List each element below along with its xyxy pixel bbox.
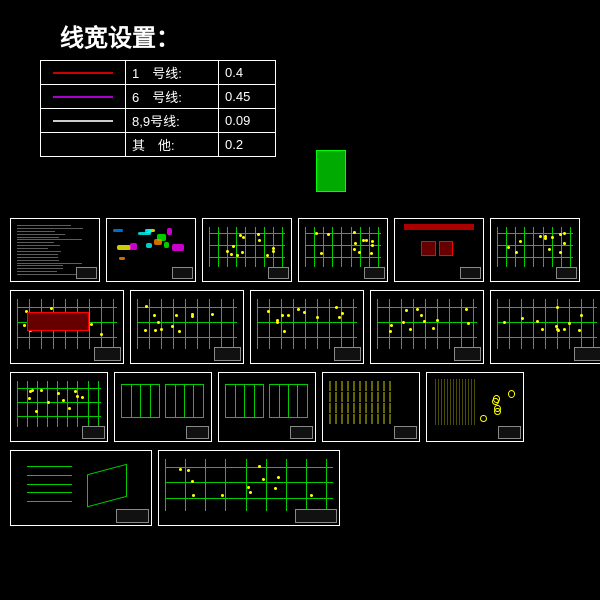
drawing-thumbnail[interactable] [218,372,316,442]
drawing-thumbnail[interactable] [106,218,196,282]
titleblock [186,426,209,439]
drawing-thumbnail[interactable] [10,372,108,442]
drawing-thumbnail[interactable] [10,450,152,526]
drawing-thumbnail[interactable] [394,218,484,282]
drawing-thumbnail[interactable] [202,218,292,282]
titleblock [295,509,337,523]
titleblock [334,347,361,361]
legend-line-sample [41,85,126,109]
drawing-thumbnails-grid [10,218,590,534]
titleblock [574,347,600,361]
drawing-thumbnail[interactable] [426,372,524,442]
titleblock [172,267,193,279]
legend-line-sample [41,109,126,133]
legend-line-label: 1 号线: [126,61,219,85]
titleblock [290,426,313,439]
titleblock [498,426,521,439]
layer-legend-panel [316,150,346,192]
legend-line-sample [41,61,126,85]
titleblock [76,267,97,279]
legend-line-value: 0.45 [219,85,276,109]
drawing-thumbnail[interactable] [10,218,100,282]
titleblock [454,347,481,361]
titleblock [116,509,149,523]
titleblock [556,267,577,279]
page-title: 线宽设置： [60,18,180,53]
drawing-thumbnail[interactable] [10,290,124,364]
legend-line-sample [41,133,126,157]
line-width-legend-table: 1 号线:0.46 号线:0.458,9号线:0.09其 他:0.2 [40,60,276,157]
legend-line-value: 0.4 [219,61,276,85]
titleblock [82,426,105,439]
legend-line-label: 其 他: [126,133,219,157]
titleblock [364,267,385,279]
legend-line-label: 8,9号线: [126,109,219,133]
titleblock [268,267,289,279]
drawing-thumbnail[interactable] [114,372,212,442]
legend-line-label: 6 号线: [126,85,219,109]
drawing-thumbnail[interactable] [490,290,600,364]
drawing-thumbnail[interactable] [370,290,484,364]
titleblock [94,347,121,361]
titleblock [460,267,481,279]
titleblock [214,347,241,361]
titleblock [394,426,417,439]
drawing-thumbnail[interactable] [250,290,364,364]
drawing-thumbnail[interactable] [130,290,244,364]
legend-line-value: 0.09 [219,109,276,133]
drawing-thumbnail[interactable] [158,450,340,526]
legend-line-value: 0.2 [219,133,276,157]
drawing-thumbnail[interactable] [322,372,420,442]
drawing-thumbnail[interactable] [490,218,580,282]
drawing-thumbnail[interactable] [298,218,388,282]
